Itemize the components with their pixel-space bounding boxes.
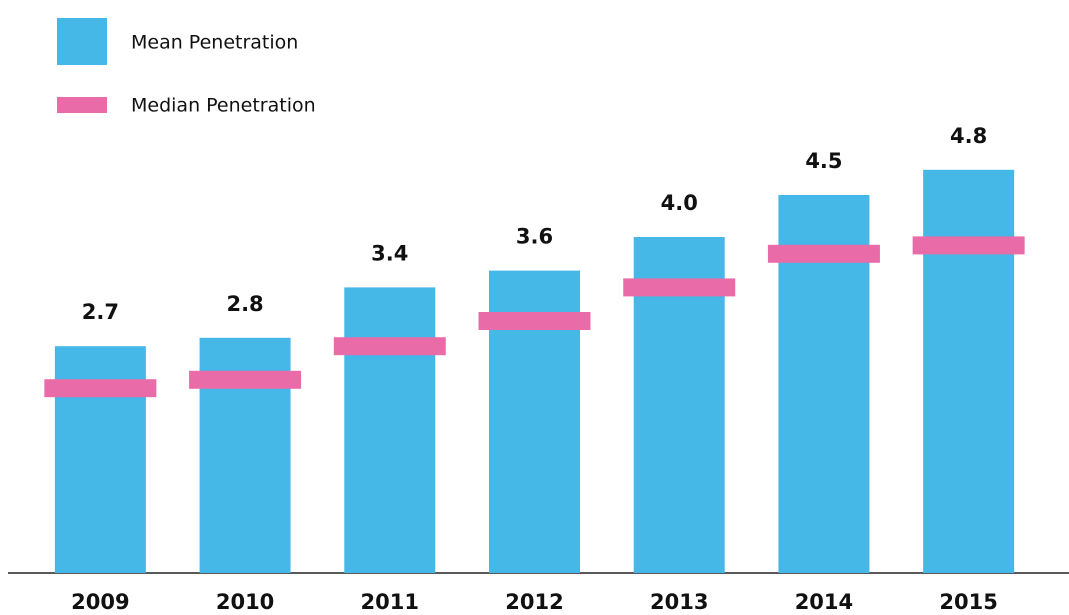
legend-label: Median Penetration [131,95,316,117]
legend-swatch [57,18,107,65]
median-marker [623,278,736,297]
x-tick-label: 2010 [216,590,274,614]
median-marker [44,379,157,398]
value-label: 2.7 [82,300,119,324]
legend-label: Mean Penetration [131,32,298,54]
median-marker [333,337,446,356]
bar [344,287,436,573]
bar [923,169,1015,574]
value-label: 4.8 [950,124,987,148]
x-tick-label: 2009 [71,590,129,614]
value-label: 4.0 [661,191,698,215]
median-marker [478,312,591,330]
median-marker [189,370,302,389]
x-tick-label: 2012 [505,590,563,614]
value-label: 3.6 [516,225,553,249]
x-tick-label: 2011 [361,590,419,614]
median-marker [912,236,1025,255]
x-tick-label: 2014 [795,590,853,614]
x-tick-label: 2013 [650,590,708,614]
x-tick-label: 2015 [939,590,997,614]
median-marker [767,244,880,263]
value-label: 3.4 [371,241,408,265]
legend-swatch [57,97,107,113]
value-label: 4.5 [805,149,842,173]
value-label: 2.8 [226,292,263,316]
